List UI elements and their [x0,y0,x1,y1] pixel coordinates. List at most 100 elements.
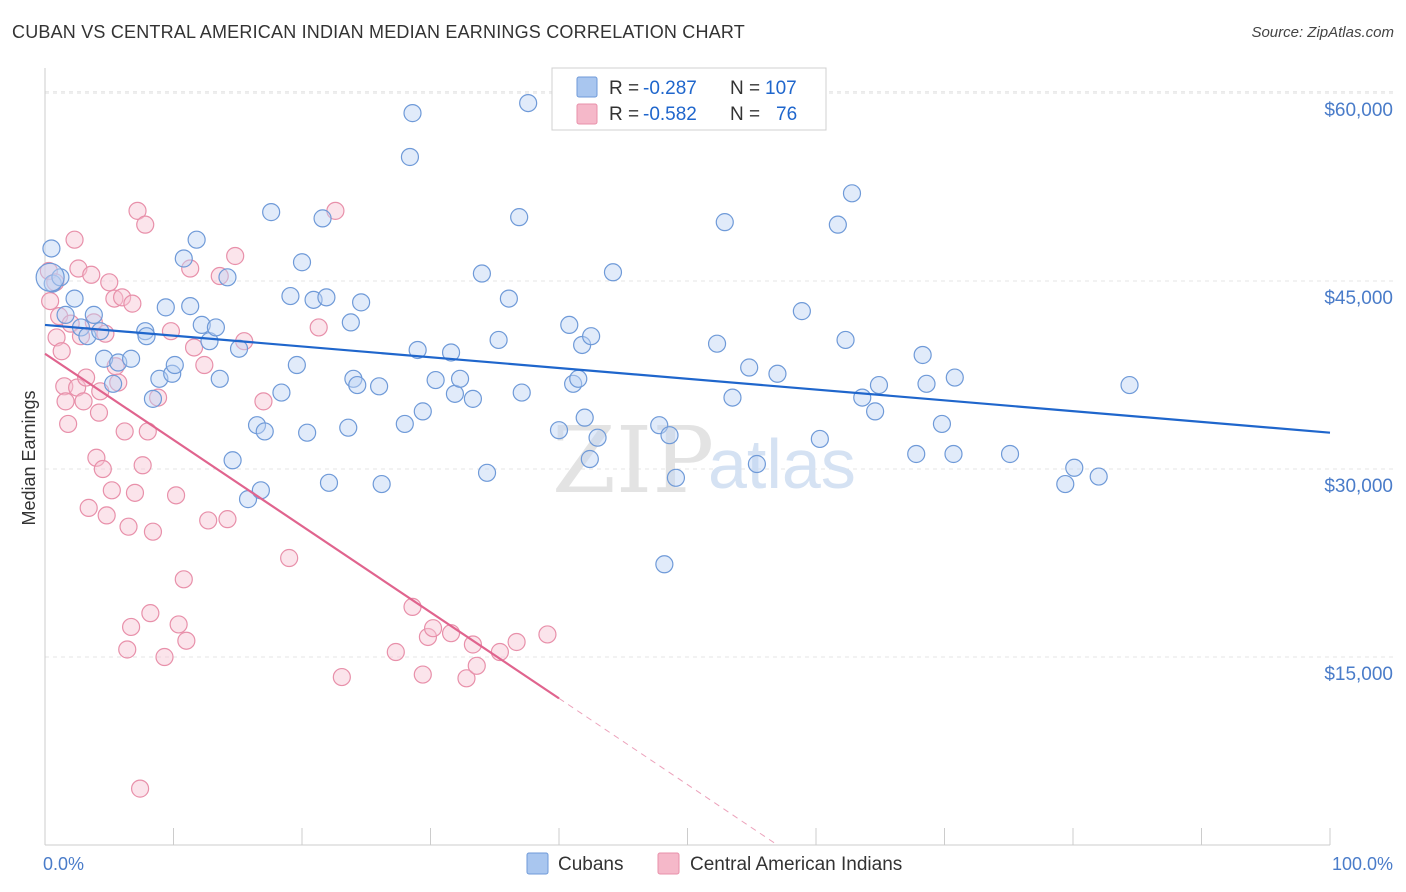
legend-r-value-cai: -0.582 [643,104,697,125]
cubans-point-82 [707,334,727,353]
cubans-point-15 [143,389,163,408]
cai-point-71 [463,635,483,654]
cubans-point-60 [463,389,483,408]
legend-n-value-cubans: 107 [765,78,797,99]
cubans-point-101 [945,368,964,387]
cubans-point-50 [372,474,391,494]
cubans-point-33 [255,422,274,441]
cai-point-70 [457,669,476,688]
cubans-point-91 [836,330,855,350]
cubans-point-7 [84,305,103,324]
cubans-point-10 [104,374,123,393]
cai-point-51 [181,259,200,278]
cubans-point-21 [181,297,200,316]
cubans-cluster-point [35,262,65,292]
cubans-point-67 [510,208,529,227]
cai-point-74 [507,632,526,652]
cai-point-15 [77,368,96,387]
cubans-point-44 [339,418,358,437]
cubans-point-34 [262,203,281,222]
cubans-point-94 [866,402,885,421]
cubans-point-87 [768,364,787,383]
watermark-atlas: atlas [708,425,856,503]
cubans-point-43 [319,473,339,492]
cubans-point-49 [370,377,389,396]
cai-point-8 [59,414,78,434]
cubans-point-79 [655,555,674,574]
x-tick-label-max: 100.0% [1332,854,1393,874]
cai-point-16 [79,498,98,517]
cubans-point-95 [869,375,889,395]
trendline-cubans [44,323,1331,434]
cai-point-38 [130,779,150,798]
cubans-point-39 [298,423,317,442]
cubans-point-106 [1120,375,1139,395]
cai-point-56 [218,510,237,529]
cubans-point-32 [251,481,270,500]
trendlines [44,323,1331,846]
cai-point-25 [100,273,119,292]
legend-n-label-cai: N = [730,104,760,125]
cubans-point-4 [65,289,84,308]
trendline-cai-extension [558,697,778,846]
legend-n-value-cai: 76 [776,104,797,125]
cubans-point-65 [512,383,531,402]
cubans-point-66 [519,93,538,113]
cai-point-33 [119,517,138,536]
legend-n-label-cubans: N = [730,78,760,99]
cai-point-31 [115,422,134,441]
cai-point-47 [166,486,186,505]
cai-point-7 [56,392,75,411]
cubans-point-0 [42,239,61,258]
source-label: Source: ZipAtlas.com [1251,24,1394,41]
legend-r-label-cubans: R = [609,78,639,99]
cubans-point-55 [413,402,432,421]
cai-point-66 [413,665,432,684]
cai-point-46 [161,322,181,341]
cai-point-3 [47,328,66,347]
cai-point-30 [112,288,132,307]
cubans-point-77 [603,263,623,282]
cubans-point-25 [206,318,226,337]
cubans-point-26 [210,369,229,388]
cubans-point-57 [441,343,461,362]
axes [44,68,1331,846]
cubans-point-85 [740,358,759,377]
cubans-point-37 [287,355,306,375]
cai-point-67 [418,627,438,647]
legend-r-label-cai: R = [609,104,639,125]
cai-point-36 [125,483,145,502]
watermark: ZIP atlas [552,407,856,514]
cai-point-60 [280,548,299,568]
cai-point-64 [386,642,405,662]
cubans-point-54 [408,340,427,360]
bottom-legend-label-cubans: Cubans [558,854,624,875]
cai-point-53 [195,355,214,375]
bottom-legend-label-cai: Central American Indians [690,854,902,875]
cubans-point-105 [1089,467,1108,486]
cai-point-20 [89,403,109,422]
chart-title: CUBAN VS CENTRAL AMERICAN INDIAN MEDIAN … [12,22,745,42]
cai-point-48 [169,615,188,634]
series-central-american-indians [39,201,557,798]
cubans-point-75 [582,327,601,346]
cubans-point-100 [944,444,963,464]
cai-point-50 [177,631,196,650]
cubans-point-98 [917,374,936,393]
cubans-point-74 [580,449,599,469]
legend: R = -0.287 N = 107 R = -0.582 N = 76 [551,67,827,131]
cai-point-40 [136,215,155,234]
cai-point-6 [55,377,74,396]
cai-point-22 [93,459,112,479]
cubans-point-73 [575,408,594,427]
cubans-point-71 [569,369,588,388]
cubans-point-99 [932,414,952,434]
cubans-point-9 [95,349,114,368]
cai-point-26 [102,481,121,500]
cubans-point-35 [272,383,291,402]
cai-point-24 [97,506,116,525]
y-axis-title: Median Earnings [19,390,39,525]
cubans-point-102 [1000,444,1020,464]
cubans-point-41 [313,209,332,228]
